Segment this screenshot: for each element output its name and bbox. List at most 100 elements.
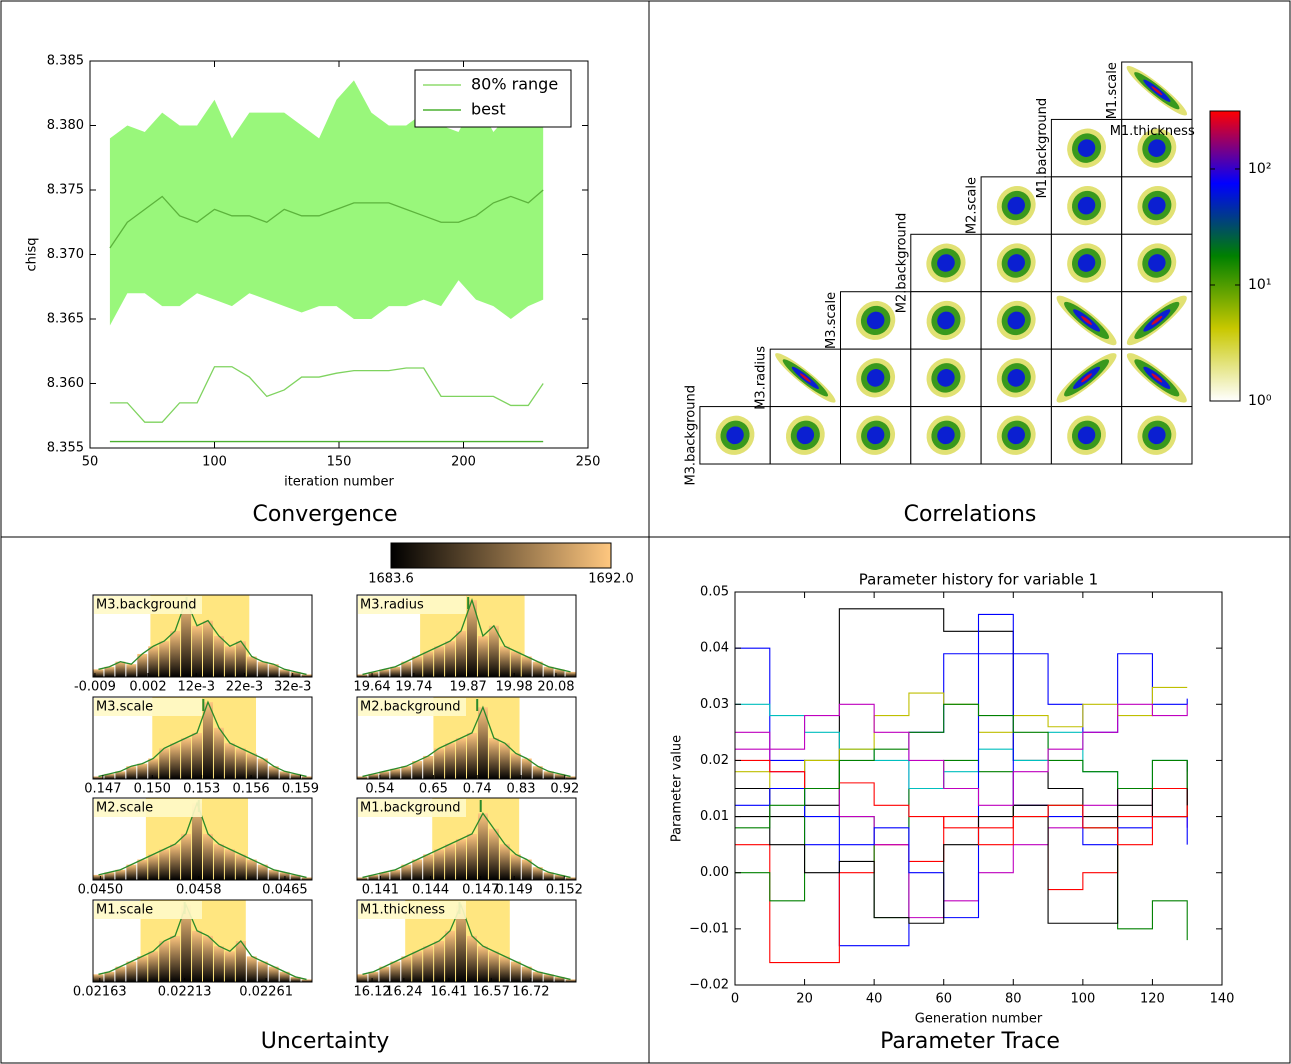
series-line <box>735 613 1188 919</box>
histogram-bar <box>499 956 510 982</box>
range-band <box>109 80 544 326</box>
panel-title: M2.background <box>360 700 461 715</box>
x-tick-label: 0.150 <box>134 782 171 797</box>
histogram-bar <box>412 656 423 677</box>
x-tick-label: 0.002 <box>129 680 166 695</box>
density-blob <box>1151 373 1163 383</box>
y-tick-label: 8.370 <box>47 247 84 262</box>
histogram-bar <box>401 956 412 982</box>
histogram-bar <box>445 844 456 880</box>
histogram-bar <box>115 966 126 982</box>
histogram-bar <box>137 763 148 779</box>
x-tick-label: 0.83 <box>507 782 536 797</box>
histogram-bar <box>192 732 202 779</box>
x-tick-label: 0.149 <box>496 883 533 898</box>
histogram-bar <box>532 766 543 779</box>
histogram-bar <box>499 844 510 880</box>
histogram-bar <box>543 666 554 677</box>
histogram-bar <box>126 864 137 880</box>
histogram-bar <box>554 773 565 779</box>
histogram-bar <box>159 941 170 982</box>
panel-title: M1.background <box>360 801 461 816</box>
histogram-bar <box>412 951 423 982</box>
histogram-bar <box>423 755 434 779</box>
histogram-bar <box>357 974 368 982</box>
legend-box <box>414 69 572 128</box>
parameter-label: M2.scale <box>965 177 980 234</box>
series-line <box>735 703 1188 829</box>
histogram-bar <box>192 625 202 677</box>
y-tick-label: 0.01 <box>700 809 729 824</box>
x-tick-label: 120 <box>1140 992 1165 1007</box>
histogram-bar <box>434 849 445 880</box>
panel-caption: Uncertainty <box>261 1029 390 1054</box>
histogram-bar <box>301 674 312 677</box>
colorbar-label: 1683.6 <box>368 572 414 587</box>
density-line <box>98 801 307 879</box>
x-tick-label: 50 <box>82 455 99 470</box>
density-line <box>362 903 571 981</box>
histogram-bar <box>467 833 477 880</box>
density-line <box>362 812 571 879</box>
histogram-bar <box>148 646 159 677</box>
density-blob <box>937 426 955 445</box>
histogram-bar <box>456 905 466 982</box>
x-tick-label: 22e-3 <box>226 680 264 695</box>
y-tick-label: 8.380 <box>47 118 84 133</box>
histogram-bar <box>181 833 192 880</box>
density-line <box>98 598 307 676</box>
title-box <box>358 799 466 817</box>
parameter-label: M1.scale <box>1105 62 1120 119</box>
histogram-bar <box>257 661 268 677</box>
histogram-bar <box>104 872 115 880</box>
histogram-bar <box>170 935 181 982</box>
series-line <box>735 748 1188 919</box>
panel-frame <box>356 594 577 678</box>
histogram-bar <box>565 671 576 677</box>
histogram-bar <box>412 761 423 779</box>
panel-title: M1.thickness <box>360 903 445 918</box>
plot-frame <box>734 591 1223 986</box>
histogram-bar <box>390 961 401 982</box>
histogram-bar <box>445 743 456 779</box>
title-box <box>94 596 202 614</box>
panel-frame <box>356 899 577 983</box>
x-tick-label: 19.98 <box>496 680 533 695</box>
histogram-bar <box>159 748 170 779</box>
histogram-bar <box>301 979 312 982</box>
panel-frame <box>92 594 313 678</box>
density-blob <box>1148 139 1166 157</box>
histogram-bar <box>434 748 445 779</box>
histogram-bar <box>170 630 181 677</box>
histogram-bar <box>213 844 224 880</box>
histogram-bar <box>390 666 401 677</box>
histogram-bar <box>115 661 126 677</box>
x-tick-label: 0.147 <box>84 782 121 797</box>
histogram-bar <box>357 776 368 779</box>
histogram-bar <box>257 758 268 779</box>
x-tick-label: 19.87 <box>450 680 487 695</box>
y-tick-label: 0.02 <box>700 753 729 768</box>
histogram-bar <box>213 946 224 982</box>
panel-caption: Correlations <box>904 502 1037 527</box>
histogram-bar <box>104 971 115 982</box>
histogram-bar <box>235 641 246 677</box>
histogram-bar <box>159 849 170 880</box>
y-tick-label: −0.01 <box>689 921 729 936</box>
colorbar-label: 10¹ <box>1248 277 1271 293</box>
parameter-label: M3.scale <box>824 292 839 349</box>
histogram-bar <box>126 664 137 677</box>
histogram-bar <box>159 641 170 677</box>
series-line <box>735 608 1188 818</box>
histogram-bar <box>423 854 434 880</box>
histogram-bar <box>445 641 456 677</box>
histogram-bar <box>401 661 412 677</box>
density-blob <box>866 426 885 445</box>
density-blob <box>1077 139 1096 157</box>
y-tick-label: 8.375 <box>47 183 84 198</box>
histogram-bar <box>290 874 301 880</box>
density-blob <box>866 311 885 330</box>
histogram-bar <box>379 669 390 677</box>
histogram-bar <box>126 961 137 982</box>
density-blob <box>1077 196 1096 215</box>
